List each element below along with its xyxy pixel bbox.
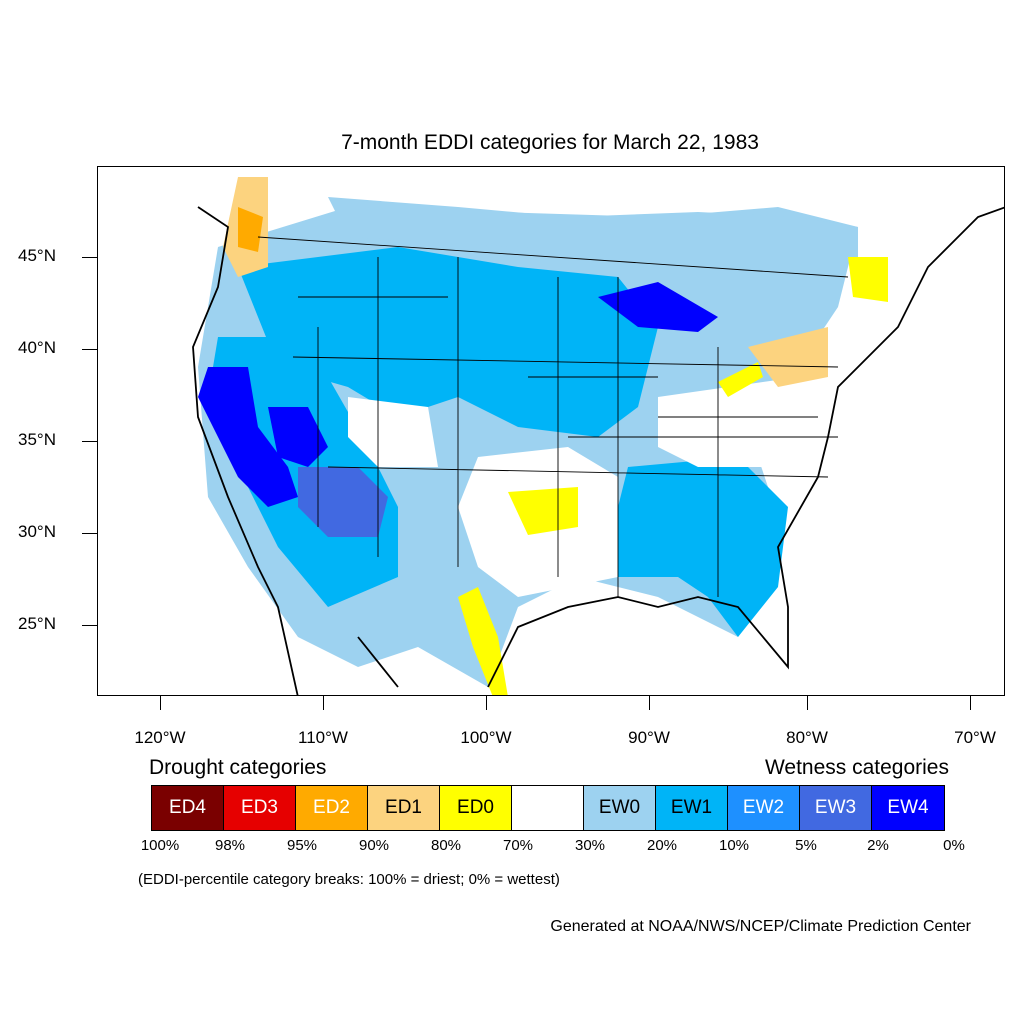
region-ed0-oklahoma xyxy=(508,487,578,535)
percentile-label: 90% xyxy=(358,837,390,854)
colorbar-box-ew0: EW0 xyxy=(584,786,656,830)
lat-label-40n: 40°N xyxy=(18,338,56,357)
region-ed1-pennsylvania xyxy=(748,327,828,387)
lon-tick xyxy=(160,696,161,710)
lon-label-90w: 90°W xyxy=(628,728,670,747)
percentile-label: 2% xyxy=(867,837,889,854)
lat-tick xyxy=(82,257,97,258)
percentile-label: 98% xyxy=(214,837,246,854)
lat-tick xyxy=(82,349,97,350)
region-ew4-michigan xyxy=(598,282,718,332)
percentile-label: 100% xyxy=(140,837,180,854)
lon-tick xyxy=(970,696,971,710)
lat-label-30n: 30°N xyxy=(18,522,56,541)
colorbar-box-ew3: EW3 xyxy=(800,786,872,830)
percentile-label: 10% xyxy=(718,837,750,854)
region-ew0-canada xyxy=(328,197,858,257)
lat-tick xyxy=(82,441,97,442)
colorbar-box-ed3: ED3 xyxy=(224,786,296,830)
percentile-label: 95% xyxy=(286,837,318,854)
lat-label-35n: 35°N xyxy=(18,430,56,449)
percentile-label: 80% xyxy=(430,837,462,854)
region-ew1-southeast xyxy=(618,457,788,637)
lon-label-110w: 110°W xyxy=(298,728,348,747)
map-title: 7-month EDDI categories for March 22, 19… xyxy=(341,131,759,154)
region-ed0-maine xyxy=(848,257,888,302)
region-ew1-north xyxy=(238,247,658,437)
colorbar-box-neutral xyxy=(512,786,584,830)
credit-line: Generated at NOAA/NWS/NCEP/Climate Predi… xyxy=(550,918,971,935)
wetness-categories-heading: Wetness categories xyxy=(764,756,949,779)
lat-tick xyxy=(82,625,97,626)
lon-tick xyxy=(807,696,808,710)
percentile-label: 30% xyxy=(574,837,606,854)
region-ew3-southwest xyxy=(298,467,388,537)
percentile-label: 70% xyxy=(502,837,534,854)
lat-label-45n: 45°N xyxy=(18,246,56,265)
lat-label-25n: 25°N xyxy=(18,614,56,633)
lon-tick xyxy=(649,696,650,710)
percentile-label: 20% xyxy=(646,837,678,854)
colorbar-box-ed4: ED4 xyxy=(152,786,224,830)
region-ew4-california xyxy=(198,367,298,507)
lon-tick xyxy=(486,696,487,710)
region-neutral-ohio xyxy=(658,377,818,467)
category-colorbar: ED4 ED3 ED2 ED1 ED0 EW0 EW1 EW2 EW3 EW4 xyxy=(151,785,945,831)
colorbar-box-ew4: EW4 xyxy=(872,786,944,830)
lon-label-70w: 70°W xyxy=(954,728,996,747)
percentile-label: 5% xyxy=(795,837,817,854)
state-boundaries xyxy=(257,236,849,597)
lon-label-100w: 100°W xyxy=(460,728,512,747)
eddi-map xyxy=(97,166,1005,696)
category-breaks-note: (EDDI-percentile category breaks: 100% =… xyxy=(138,871,560,888)
colorbar-box-ed1: ED1 xyxy=(368,786,440,830)
lon-label-120w: 120°W xyxy=(134,728,186,747)
map-canvas xyxy=(192,177,1004,695)
coastline xyxy=(192,206,1004,695)
region-neutral-montana xyxy=(348,397,438,467)
colorbar-box-ew1: EW1 xyxy=(656,786,728,830)
region-ed0-south-texas xyxy=(458,587,508,695)
lat-tick xyxy=(82,533,97,534)
region-ed0-great-lakes xyxy=(718,362,763,397)
drought-categories-heading: Drought categories xyxy=(149,756,327,779)
lon-label-80w: 80°W xyxy=(786,728,828,747)
colorbar-box-ew2: EW2 xyxy=(728,786,800,830)
lon-tick xyxy=(323,696,324,710)
colorbar-box-ed2: ED2 xyxy=(296,786,368,830)
region-ed3-washington-core xyxy=(238,207,263,252)
percentile-label: 0% xyxy=(943,837,965,854)
colorbar-box-ed0: ED0 xyxy=(440,786,512,830)
region-ew4-utah xyxy=(268,407,328,467)
